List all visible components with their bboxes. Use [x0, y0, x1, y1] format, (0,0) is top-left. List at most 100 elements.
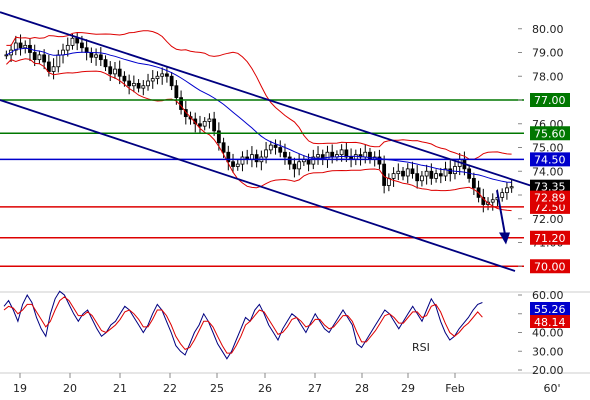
x-tick-label: Feb — [445, 382, 464, 395]
candle-body — [108, 66, 113, 75]
candle-body — [212, 118, 217, 132]
price-badge — [530, 179, 570, 194]
candle-body — [37, 54, 42, 61]
candle-body — [297, 161, 302, 170]
price-tick-label: 78.00 — [532, 70, 564, 83]
rsi-line — [3, 290, 483, 360]
bollinger-lower-band — [6, 58, 512, 212]
candle-body — [65, 44, 70, 51]
forecast-arrow-shaft — [496, 190, 506, 235]
candle-body — [202, 120, 207, 127]
x-tick-label: 25 — [210, 382, 224, 395]
rsi-tick-label: 40.00 — [532, 327, 564, 340]
candle-body — [150, 78, 155, 82]
candle-body — [23, 44, 28, 49]
candle-body — [94, 54, 98, 58]
rsi-badge — [530, 302, 570, 315]
candle-body — [80, 42, 84, 49]
rsi-panel: RSI — [3, 290, 483, 360]
candle-body — [344, 149, 349, 158]
candle-body — [505, 187, 509, 194]
candle-body — [32, 52, 37, 61]
candle-body — [136, 82, 141, 89]
x-tick-label: 19 — [13, 382, 27, 395]
candle-body — [453, 166, 457, 175]
candle-body — [42, 54, 47, 63]
level-badge — [530, 93, 570, 107]
price-tick-label: 75.00 — [532, 142, 564, 155]
level-badge-label: 74.50 — [534, 153, 566, 166]
y-axis: 80.0079.0078.0077.0076.0075.0074.0073.00… — [518, 23, 570, 377]
price-tick-label: 74.00 — [532, 165, 564, 178]
candle-body — [391, 173, 396, 179]
candle-body — [396, 170, 401, 175]
x-axis: 19 20 21 22 25 26 27 28 29 Feb 60' — [0, 372, 590, 395]
candle-body — [287, 156, 292, 165]
x-tick-label: 21 — [113, 382, 127, 395]
candle-body — [500, 192, 505, 198]
candle-body — [264, 149, 268, 158]
candle-body — [146, 80, 150, 87]
candle-body — [165, 73, 169, 77]
candle-body — [471, 177, 476, 189]
candle-body — [131, 82, 136, 87]
candle-body — [410, 168, 415, 175]
candle-body — [405, 168, 410, 177]
candle-body — [117, 68, 122, 77]
timeframe-label: 60' — [543, 382, 560, 395]
candle-body — [61, 49, 65, 56]
candle-body — [183, 109, 188, 118]
candle-body — [368, 151, 372, 160]
candle-body — [268, 144, 273, 151]
x-tick-label: 29 — [401, 382, 415, 395]
rsi-label: RSI — [412, 341, 430, 354]
candle-body — [216, 130, 221, 144]
candle-body — [420, 175, 424, 182]
candle-body — [401, 170, 405, 177]
candle-body — [481, 196, 486, 205]
rsi-signal-line — [3, 296, 483, 354]
candle-body — [283, 151, 287, 158]
level-badge — [530, 259, 570, 274]
rsi-badge-label: 55.26 — [534, 303, 566, 316]
price-badge — [530, 190, 570, 205]
candle-body — [70, 37, 75, 46]
channel-line — [0, 11, 546, 192]
candle-body — [103, 59, 108, 68]
candle-body — [429, 170, 434, 179]
candle-body — [443, 168, 448, 177]
candle-body — [89, 52, 94, 58]
rsi-badge-label: 48.14 — [534, 316, 566, 329]
candle-body — [4, 54, 9, 57]
price-tick-label: 79.00 — [532, 47, 564, 60]
rsi-badge — [530, 315, 570, 328]
rsi-tick-label: 30.00 — [532, 345, 564, 358]
candle-body — [127, 80, 132, 87]
candle-body — [490, 199, 495, 203]
candle-body — [509, 186, 514, 189]
candle-body — [231, 161, 235, 167]
candle-body — [160, 73, 165, 77]
candle-body — [339, 149, 344, 156]
level-badge — [530, 230, 570, 245]
candle-body — [113, 68, 117, 75]
candle-body — [155, 75, 160, 80]
x-tick-label: 20 — [63, 382, 77, 395]
candle-body — [273, 144, 278, 148]
candle-body — [169, 75, 174, 87]
candle-body — [415, 173, 420, 182]
candle-body — [179, 97, 183, 110]
candle-body — [434, 173, 438, 179]
candle-body — [235, 163, 240, 167]
candle-body — [98, 54, 103, 61]
candle-body — [75, 37, 80, 44]
price-tick-label: 80.00 — [532, 23, 564, 36]
candle-body — [56, 54, 61, 68]
candle-body — [240, 156, 245, 165]
forecast-arrow-head — [499, 232, 510, 245]
level-badge-label: 70.00 — [534, 260, 566, 273]
candle-body — [377, 156, 382, 165]
level-badge — [530, 152, 570, 167]
